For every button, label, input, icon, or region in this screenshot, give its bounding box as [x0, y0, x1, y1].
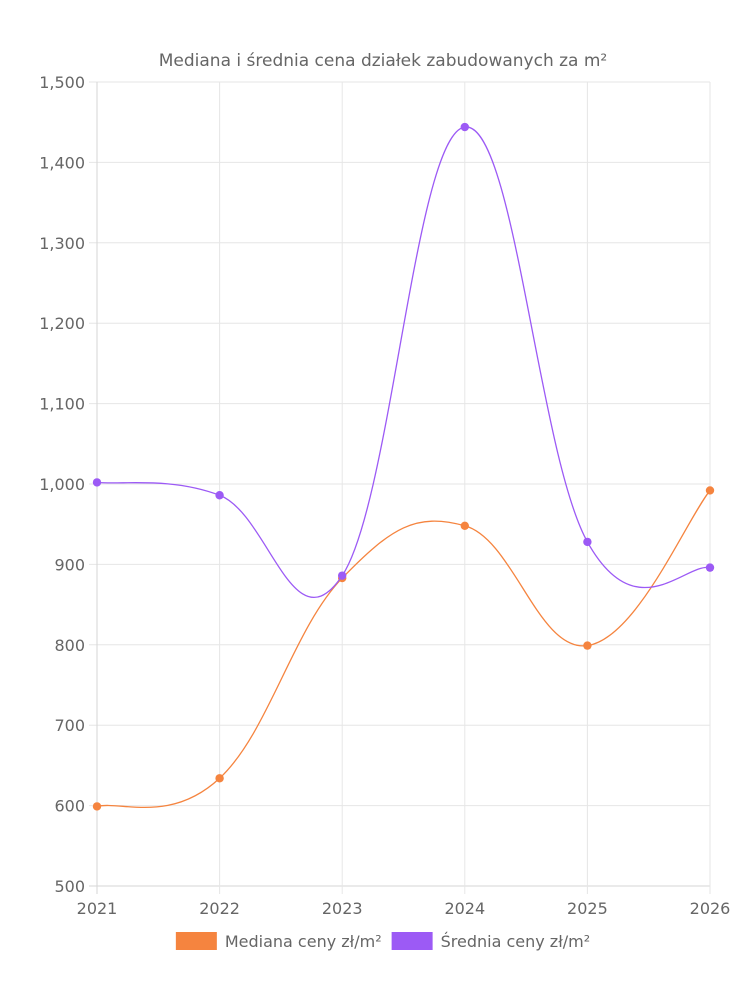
y-tick-label: 1,100 [39, 395, 85, 414]
legend[interactable]: Mediana ceny zł/m² Średnia ceny zł/m² [175, 932, 591, 951]
chart-title: Mediana i średnia cena działek zabudowan… [159, 51, 608, 71]
axes: 1,500 1,400 1,300 1,200 1,100 1,000 900 800 700 6… [39, 73, 730, 918]
data-point[interactable] [338, 571, 347, 580]
series-1 [92, 486, 715, 811]
series-line [96, 490, 711, 809]
data-point[interactable] [705, 563, 715, 572]
series-2 [92, 122, 715, 598]
y-tick-label: 1,000 [39, 475, 85, 494]
data-point[interactable] [92, 802, 102, 811]
legend-item-2[interactable]: Średnia ceny zł/m² [391, 932, 591, 951]
x-tick-label: 2022 [199, 899, 240, 918]
x-tick-label: 2025 [567, 899, 608, 918]
data-point[interactable] [705, 486, 715, 495]
data-point[interactable] [215, 491, 224, 500]
y-tick-label: 900 [54, 555, 85, 574]
x-tick-label: 2024 [444, 899, 485, 918]
series-line [96, 126, 711, 598]
gridlines [89, 81, 711, 894]
data-point[interactable] [215, 774, 224, 783]
data-point[interactable] [583, 537, 592, 547]
y-tick-label: 500 [54, 877, 85, 896]
legend-item-1[interactable]: Mediana ceny zł/m² [175, 932, 382, 951]
data-point[interactable] [460, 521, 469, 531]
x-tick-label: 2021 [77, 899, 118, 918]
y-tick-label: 1,300 [39, 234, 85, 253]
legend-label: Mediana ceny zł/m² [225, 932, 382, 951]
series-layer [92, 122, 715, 811]
legend-swatch [175, 932, 217, 950]
legend-swatch [391, 932, 433, 950]
data-point[interactable] [460, 122, 469, 132]
y-tick-label: 1,500 [39, 73, 85, 92]
x-tick-label: 2023 [322, 899, 363, 918]
y-tick-label: 800 [54, 636, 85, 655]
y-tick-label: 700 [54, 716, 85, 735]
data-point[interactable] [583, 641, 592, 650]
y-tick-label: 1,400 [39, 153, 85, 172]
legend-label: Średnia ceny zł/m² [441, 932, 591, 951]
y-tick-label: 600 [54, 797, 85, 816]
y-tick-label: 1,200 [39, 314, 85, 333]
data-point[interactable] [92, 478, 102, 487]
x-tick-label: 2026 [690, 899, 731, 918]
